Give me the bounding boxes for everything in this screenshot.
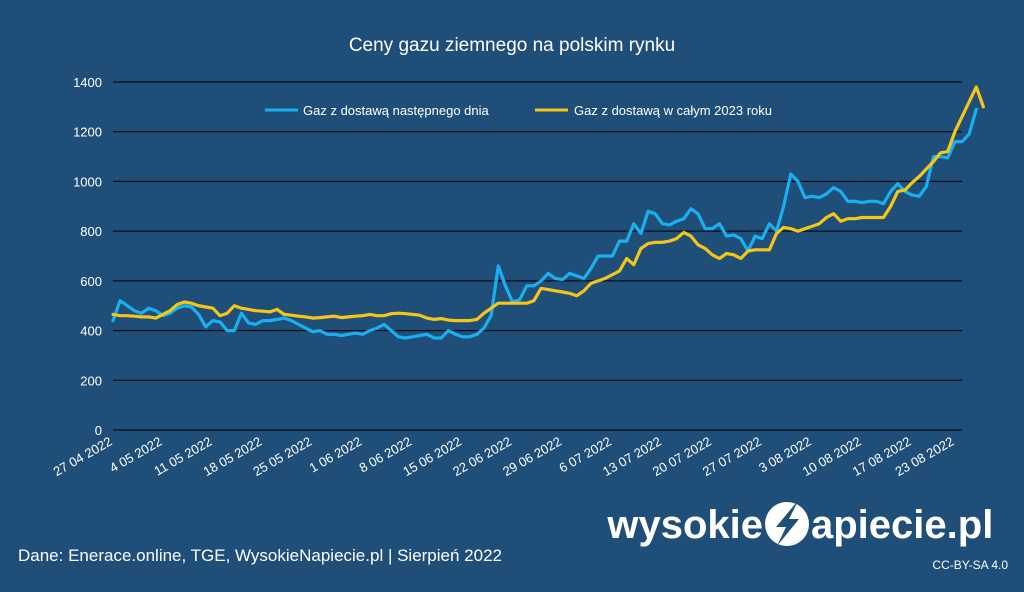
legend-label-day-ahead: Gaz z dostawą następnego dnia: [303, 103, 490, 118]
logo-text-right: apiecie.pl: [811, 503, 993, 547]
logo-text-left: wysokie: [606, 503, 763, 547]
publisher-logo: wysokie apiecie.pl: [606, 502, 993, 547]
series-line-year-2023: [111, 85, 986, 323]
y-tick-label: 1400: [73, 75, 102, 90]
series-lines: [111, 85, 986, 340]
y-axis-tick-labels: 0 200 400 600 800 1000 1200 1400: [73, 75, 102, 438]
y-tick-label: 1200: [73, 125, 102, 140]
series-line-day-ahead: [111, 107, 978, 340]
y-tick-label: 800: [80, 224, 102, 239]
chart-title: Ceny gazu ziemnego na polskim rynku: [349, 35, 675, 56]
grid-lines: [113, 81, 962, 431]
legend-label-year-2023: Gaz z dostawą w całym 2023 roku: [574, 103, 772, 118]
y-tick-label: 0: [95, 423, 102, 438]
y-tick-label: 200: [80, 373, 102, 388]
y-tick-label: 600: [80, 274, 102, 289]
legend: Gaz z dostawą następnego dnia Gaz z dost…: [265, 103, 772, 118]
license-label: CC-BY-SA 4.0: [932, 558, 1008, 572]
footer-source: Dane: Enerace.online, TGE, WysokieNapiec…: [18, 546, 502, 565]
y-tick-label: 400: [80, 324, 102, 339]
y-tick-label: 1000: [73, 174, 102, 189]
lightning-bolt-icon: [776, 503, 799, 546]
